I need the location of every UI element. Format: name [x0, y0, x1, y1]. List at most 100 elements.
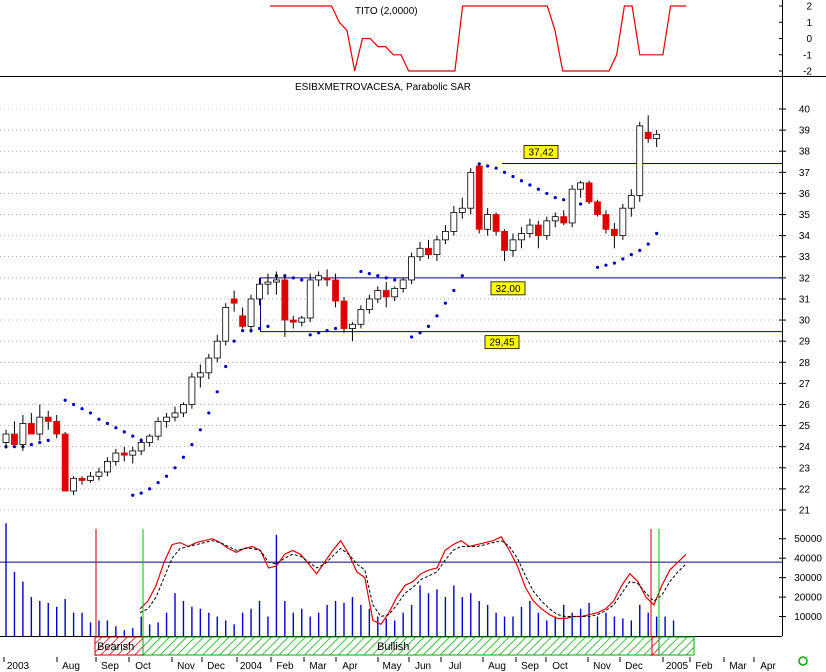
sar-dot-73 [638, 248, 642, 253]
price-tick-label-13: 27 [799, 379, 811, 390]
level-label-box-0 [523, 145, 559, 159]
price-candles [2, 115, 661, 496]
sar-dot-11 [105, 421, 109, 426]
sar-dot-14 [131, 434, 135, 438]
sar-dot-57 [494, 166, 498, 170]
candle-body-62 [526, 224, 534, 234]
bullish-label: Bullish [377, 641, 409, 653]
price-tick-label-1: 39 [799, 126, 811, 137]
status-indicator-icon [798, 656, 808, 666]
bullish-zone-2 [658, 636, 695, 656]
sar-dot-63 [545, 191, 549, 196]
candle-body-36 [306, 279, 314, 319]
sar-dot-70 [612, 261, 617, 265]
x-tick-label-21: Apr [760, 661, 776, 672]
price-tick-label-6: 34 [799, 231, 811, 242]
candle-body-15 [129, 450, 137, 456]
candle-body-17 [146, 435, 154, 443]
sar-dot-39 [325, 329, 329, 333]
candle-body-9 [78, 477, 86, 481]
candle-body-23 [196, 372, 204, 378]
candle-body-48 [408, 256, 416, 281]
candle-body-58 [492, 214, 500, 232]
price-tick-label-4: 36 [799, 189, 811, 200]
sar-dot-74 [646, 242, 650, 246]
price-tick-label-5: 35 [799, 210, 811, 221]
sar-dot-17 [139, 491, 143, 495]
sar-dot-52 [443, 301, 447, 305]
candle-body-56 [475, 165, 483, 230]
price-tick-label-2: 38 [799, 147, 811, 158]
candle-body-8 [70, 477, 77, 492]
candle-body-25 [213, 340, 221, 359]
candle-body-3 [27, 423, 35, 435]
sar-dot-58 [502, 170, 507, 174]
price-axis: 40 39 38 37 36 35 34 33 32 31 30 29 28 27 26 25 24 23 22 21 [779, 105, 810, 517]
x-tick-label-3: Oct [135, 661, 151, 672]
tito-series [270, 5, 686, 72]
oscillator-signal-line [139, 540, 687, 618]
sar-dot-51 [435, 314, 439, 318]
candle-body-44 [374, 290, 382, 300]
x-tick-label-0: 2003 [7, 661, 30, 672]
price-tick-label-14: 26 [799, 400, 811, 411]
candle-body-7 [61, 433, 69, 492]
candle-body-40 [340, 300, 348, 329]
sar-dot-31 [257, 326, 262, 331]
level-label-box-1 [490, 281, 526, 296]
x-tick-label-5: Dec [207, 661, 225, 672]
price-tick-label-12: 28 [799, 358, 811, 369]
sar-dot-43 [367, 272, 371, 276]
candle-body-50 [425, 247, 432, 256]
candle-body-6 [53, 420, 61, 435]
sar-dot-6 [63, 398, 67, 402]
candle-body-24 [205, 357, 213, 374]
price-tick-label-10: 30 [799, 316, 811, 327]
sar-dot-67 [579, 202, 583, 206]
sar-dot-71 [621, 257, 625, 261]
tito-axis: 2 1 0 -1 -2 [779, 2, 812, 78]
price-tick-label-11: 29 [799, 337, 811, 348]
candle-body-49 [416, 247, 424, 258]
candle-body-41 [349, 323, 356, 329]
sar-dot-64 [553, 196, 557, 200]
price-panel: ESIBXMETROVACESA, Parabolic SAR 37,42 32,… [0, 82, 810, 517]
level-labels: 37,42 32,00 29,45 [484, 145, 559, 350]
candle-body-57 [484, 214, 492, 230]
level-label-2: 29,45 [489, 338, 514, 349]
candle-body-14 [120, 452, 128, 456]
sar-dot-21 [173, 466, 177, 470]
signal-markers [95, 529, 660, 656]
tito-tick-label-0: 2 [806, 2, 812, 13]
candle-body-1 [11, 433, 18, 445]
sar-dot-10 [97, 417, 101, 421]
sar-dot-16 [131, 493, 135, 497]
sar-dot-53 [452, 288, 456, 293]
price-grid [0, 108, 782, 511]
level-label-1: 32,00 [495, 284, 520, 295]
candle-body-54 [458, 207, 466, 213]
price-tick-label-3: 37 [799, 168, 811, 179]
sar-dot-13 [122, 430, 126, 434]
sar-dot-72 [629, 253, 633, 257]
sar-dot-56 [486, 164, 490, 168]
candle-body-70 [594, 201, 601, 215]
price-tick-label-17: 23 [799, 463, 811, 474]
sar-dot-24 [198, 428, 202, 432]
x-tick-label-4: Nov [177, 661, 195, 672]
candle-body-53 [450, 212, 458, 232]
x-tick-label-14: Sep [521, 661, 539, 672]
tito-tick-label-2: 0 [806, 34, 812, 45]
sar-dot-4 [38, 440, 42, 445]
candle-body-19 [163, 416, 170, 422]
candle-body-37 [315, 275, 323, 281]
sar-dot-8 [80, 407, 84, 411]
candle-body-65 [551, 216, 559, 222]
sar-dot-25 [207, 411, 211, 415]
sar-dot-37 [308, 333, 312, 337]
x-tick-label-11: Jun [415, 661, 431, 672]
sar-dot-50 [426, 324, 431, 328]
candle-body-75 [636, 125, 644, 196]
candle-body-16 [137, 442, 145, 452]
level-label-box-2 [484, 335, 520, 350]
